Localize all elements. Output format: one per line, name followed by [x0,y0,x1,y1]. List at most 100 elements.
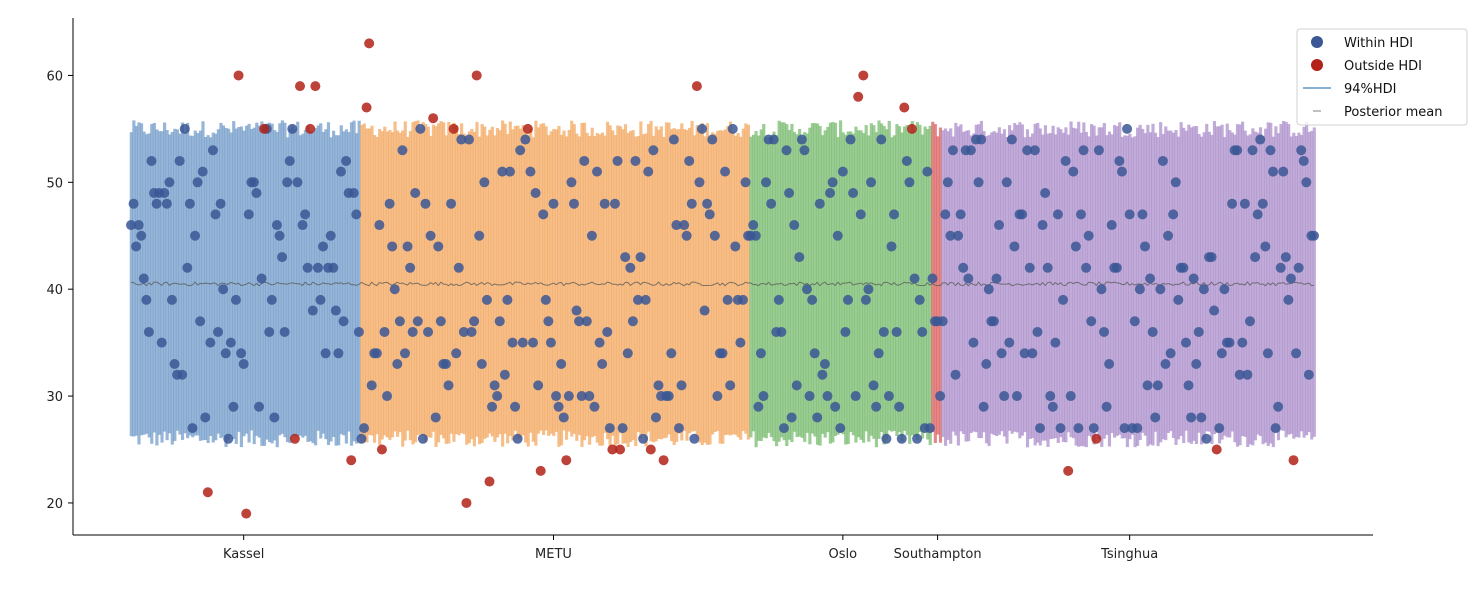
hdi-band [1069,121,1073,438]
outside-hdi-point [295,81,305,92]
within-hdi-point [889,209,900,220]
hdi-band [623,124,628,444]
hdi-band [419,129,423,434]
within-hdi-point [1019,348,1030,359]
within-hdi-point [389,284,400,295]
within-hdi-point [279,326,290,337]
within-hdi-point [1275,262,1286,273]
outside-hdi-point [691,81,702,92]
hdi-band [774,135,779,447]
within-hdi-point [402,241,413,252]
hdi-band [1115,126,1119,436]
hdi-band [457,134,461,436]
within-hdi-point [1101,401,1112,412]
hdi-band [1248,134,1252,445]
hdi-band [887,120,891,431]
hdi-band [337,135,341,446]
within-hdi-point [251,188,262,198]
within-hdi-point [1011,391,1022,402]
hdi-band [219,122,223,439]
within-hdi-point [197,166,208,177]
within-hdi-point [927,273,938,284]
within-hdi-point [126,220,136,231]
within-hdi-point [274,230,285,241]
within-hdi-point [635,252,646,263]
within-hdi-point [568,198,579,209]
within-hdi-point [917,326,928,337]
hdi-band [1000,133,1004,432]
hdi-band [406,136,410,431]
within-hdi-point [1060,155,1071,166]
within-hdi-point [842,294,853,305]
within-hdi-point [914,294,925,305]
within-hdi-point [302,262,313,273]
within-hdi-point [187,423,198,434]
hdi-band [306,125,310,442]
hdi-band [198,130,203,441]
within-hdi-point [371,348,382,359]
y-tick-label: 20 [46,497,63,512]
hdi-band [1269,122,1273,444]
within-hdi-point [1206,252,1217,263]
within-hdi-point [348,188,359,198]
within-hdi-point [1309,230,1319,241]
hdi-band [398,132,402,433]
hdi-band [544,126,548,431]
within-hdi-point [1214,423,1225,434]
within-hdi-point [912,433,923,444]
hdi-band [1194,126,1199,445]
within-hdi-point [1150,412,1161,423]
within-hdi-point [420,198,431,209]
within-hdi-point [330,305,341,316]
within-hdi-point [497,166,508,177]
within-hdi-point [727,123,738,134]
hdi-band [275,131,279,448]
hdi-band [977,124,981,439]
within-hdi-point [866,177,877,188]
hdi-band [495,127,500,438]
hdi-band [439,121,443,435]
within-hdi-point [456,134,467,145]
hdi-band [1230,132,1234,432]
within-hdi-point [627,316,638,327]
hdi-band [588,135,592,445]
hdi-band [1013,123,1017,432]
within-hdi-point [873,348,884,359]
hdi-band [488,129,492,434]
hdi-band [416,120,420,436]
hdi-band [649,120,653,442]
hdi-band [1046,133,1050,447]
hdi-band [839,120,843,433]
hdi-band [1205,123,1209,432]
within-hdi-point [666,348,677,359]
within-hdi-point [184,198,195,209]
within-hdi-point [1111,262,1122,273]
hdi-band [874,132,879,448]
hdi-band [352,120,356,442]
within-hdi-point [894,401,905,412]
hdi-band [687,127,692,434]
hdi-band [903,126,907,431]
within-hdi-point [1140,241,1150,252]
hdi-band [810,123,814,434]
posterior-mean-line [130,281,1315,287]
within-hdi-point [318,241,329,252]
within-hdi-point [1040,188,1051,198]
y-tick-label: 60 [46,69,63,84]
x-tick-label: Oslo [829,547,858,562]
outside-hdi-point [364,38,375,49]
within-hdi-point [581,316,592,327]
within-hdi-point [494,316,505,327]
hdi-band [552,128,556,436]
hdi-band [1048,133,1053,440]
hdi-band [905,125,909,436]
hdi-band [529,128,533,433]
legend-marker [1311,59,1323,71]
within-hdi-point [1137,209,1148,220]
hdi-band [605,121,610,440]
hdi-band [1087,136,1091,436]
within-hdi-point [138,273,149,284]
within-hdi-point [730,241,741,252]
within-hdi-point [845,134,856,145]
within-hdi-point [341,155,352,166]
